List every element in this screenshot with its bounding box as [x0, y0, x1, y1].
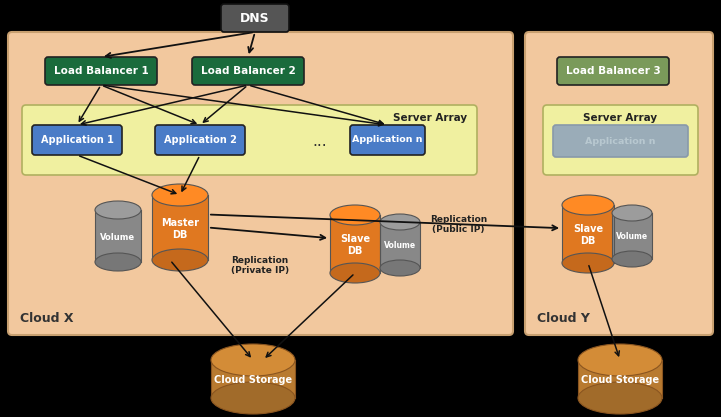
- FancyBboxPatch shape: [22, 105, 477, 175]
- Text: Load Balancer 1: Load Balancer 1: [53, 66, 149, 76]
- FancyBboxPatch shape: [8, 32, 513, 335]
- Text: Server Array: Server Array: [393, 113, 467, 123]
- Text: Application 2: Application 2: [164, 135, 236, 145]
- Polygon shape: [612, 213, 652, 259]
- Polygon shape: [578, 360, 662, 398]
- Ellipse shape: [95, 253, 141, 271]
- Polygon shape: [380, 222, 420, 268]
- Text: Cloud Storage: Cloud Storage: [581, 375, 659, 385]
- Polygon shape: [152, 195, 208, 260]
- Ellipse shape: [380, 260, 420, 276]
- Text: Server Array: Server Array: [583, 113, 658, 123]
- Text: DNS: DNS: [240, 12, 270, 25]
- Text: Cloud Y: Cloud Y: [537, 312, 590, 325]
- Ellipse shape: [578, 344, 662, 376]
- Text: Volume: Volume: [100, 233, 136, 241]
- Ellipse shape: [330, 205, 380, 225]
- FancyBboxPatch shape: [192, 57, 304, 85]
- Ellipse shape: [330, 263, 380, 283]
- Polygon shape: [330, 215, 380, 273]
- Ellipse shape: [211, 344, 295, 376]
- Text: Load Balancer 2: Load Balancer 2: [200, 66, 296, 76]
- Ellipse shape: [562, 195, 614, 215]
- FancyBboxPatch shape: [557, 57, 669, 85]
- Ellipse shape: [562, 253, 614, 273]
- Text: Application 1: Application 1: [40, 135, 113, 145]
- Text: Application n: Application n: [353, 136, 423, 145]
- Ellipse shape: [380, 214, 420, 230]
- Ellipse shape: [578, 382, 662, 414]
- Text: Replication
(Public IP): Replication (Public IP): [430, 215, 487, 234]
- Text: Slave
DB: Slave DB: [340, 234, 370, 256]
- Ellipse shape: [95, 201, 141, 219]
- Polygon shape: [95, 210, 141, 262]
- Text: Load Balancer 3: Load Balancer 3: [566, 66, 660, 76]
- Text: ...: ...: [313, 133, 327, 148]
- FancyBboxPatch shape: [45, 57, 157, 85]
- Text: Volume: Volume: [384, 241, 416, 251]
- Polygon shape: [211, 360, 295, 398]
- FancyBboxPatch shape: [32, 125, 122, 155]
- FancyBboxPatch shape: [350, 125, 425, 155]
- Text: Slave
DB: Slave DB: [573, 224, 603, 246]
- Text: Cloud Storage: Cloud Storage: [214, 375, 292, 385]
- Text: Replication
(Private IP): Replication (Private IP): [231, 256, 289, 275]
- Text: Volume: Volume: [616, 232, 648, 241]
- FancyBboxPatch shape: [155, 125, 245, 155]
- Text: Application n: Application n: [585, 136, 656, 146]
- Ellipse shape: [152, 249, 208, 271]
- FancyBboxPatch shape: [221, 4, 289, 32]
- FancyBboxPatch shape: [525, 32, 713, 335]
- Ellipse shape: [152, 184, 208, 206]
- Ellipse shape: [612, 205, 652, 221]
- Text: Cloud X: Cloud X: [20, 312, 74, 325]
- Text: Master
DB: Master DB: [161, 218, 199, 240]
- FancyBboxPatch shape: [543, 105, 698, 175]
- Ellipse shape: [612, 251, 652, 267]
- Ellipse shape: [211, 382, 295, 414]
- FancyBboxPatch shape: [553, 125, 688, 157]
- Polygon shape: [562, 205, 614, 263]
